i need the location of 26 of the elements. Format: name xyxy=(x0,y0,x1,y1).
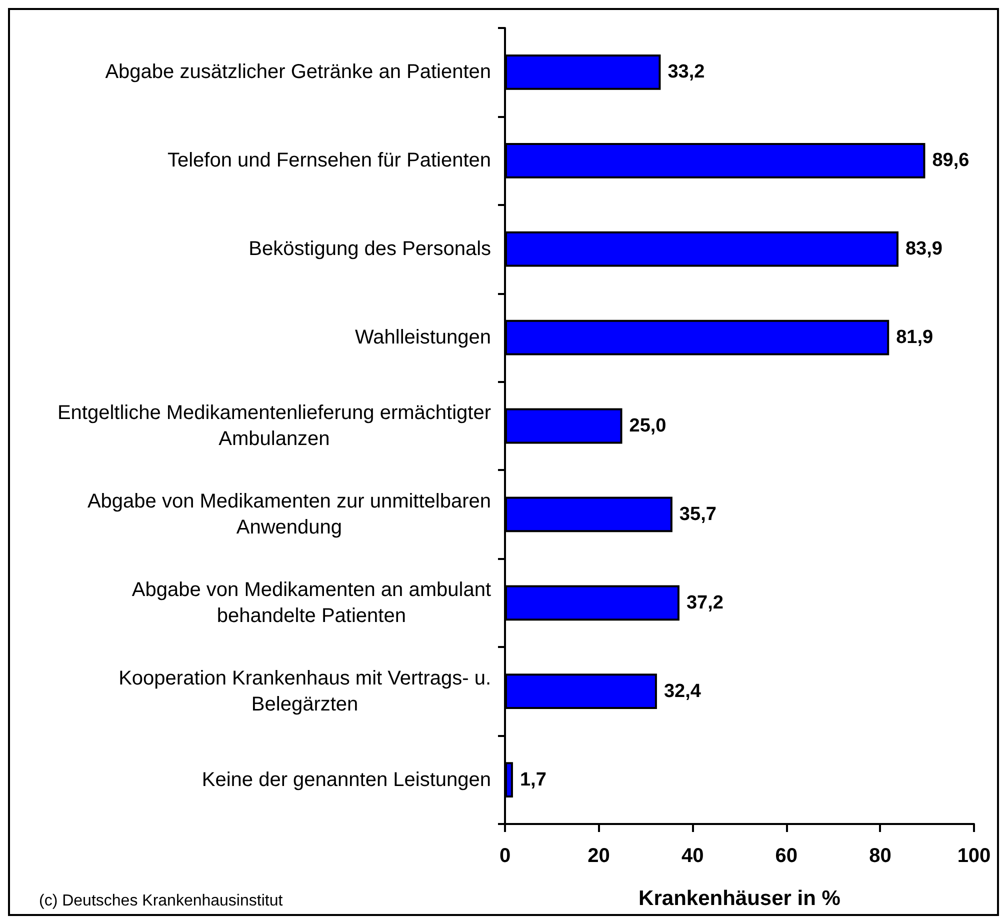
data-label: 83,9 xyxy=(905,238,942,260)
y-tick-label: Wahlleistungen xyxy=(354,326,492,349)
data-label: 33,2 xyxy=(668,62,705,83)
y-tick-label: Abgabe zusätzlicher Getränke an Patienten xyxy=(105,61,492,84)
y-tick-label: Telefon und Fernsehen für Patienten xyxy=(167,150,492,172)
x-tick-label: 40 xyxy=(681,845,704,867)
y-tick-label: Abgabe von Medikamenten zur unmittelbaren Anwendung xyxy=(87,490,491,538)
x-tick-label: 60 xyxy=(775,845,798,867)
y-tick-label: Kooperation Krankenhaus mit Vertrags- u. Belegärzten xyxy=(118,667,492,716)
x-axis-title: Krankenhäuser in % xyxy=(638,887,841,910)
data-label: 37,2 xyxy=(686,592,724,614)
x-tick-label: 0 xyxy=(499,845,511,867)
x-tick-label: 20 xyxy=(588,845,610,867)
text: (c) Deutsches Krankenhausinstitut xyxy=(39,892,284,910)
y-tick-label: Abgabe von Medikamenten an ambulant behandelte Patienten xyxy=(132,578,492,627)
data-label: 32,4 xyxy=(664,680,702,702)
data-label: 89,6 xyxy=(932,150,970,172)
y-tick-label: Keine der genannten Leistungen xyxy=(202,768,492,791)
x-tick-label: 100 xyxy=(957,845,991,867)
x-tick-label: 80 xyxy=(869,845,892,867)
y-tick-label: Beköstigung des Personals xyxy=(248,238,491,260)
data-label: 35,7 xyxy=(679,504,716,525)
data-label: 25,0 xyxy=(629,416,666,436)
y-tick-label: Entgeltliche Medikamentenlieferung ermächtigter Ambulanzen xyxy=(57,402,492,450)
data-label: 1,7 xyxy=(520,769,546,790)
data-label: 81,9 xyxy=(896,327,934,348)
